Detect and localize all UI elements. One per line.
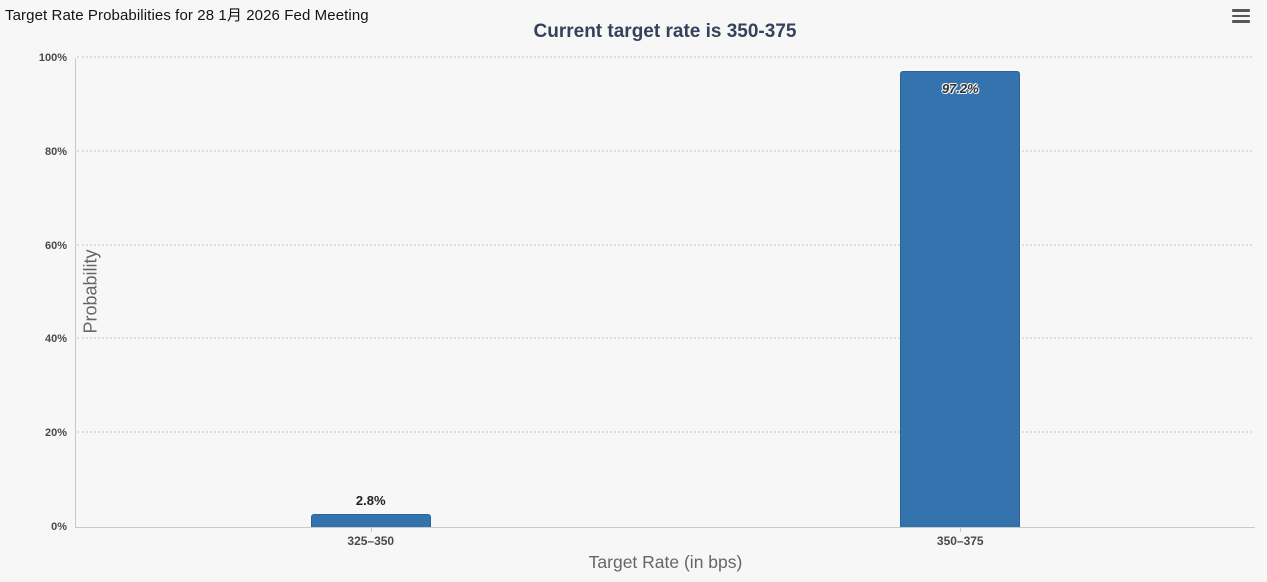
x-tick-label-325–350: 325–350: [347, 534, 395, 548]
gridline-40: [77, 337, 1252, 340]
x-tick-label-350–375: 350–375: [936, 534, 984, 548]
bar-value-label: 97.2%: [941, 81, 979, 97]
y-tick-label: 60%: [44, 239, 67, 252]
bar-350–375[interactable]: [900, 71, 1021, 527]
hamburger-menu-icon[interactable]: [1229, 6, 1253, 26]
gridline-60: [77, 243, 1252, 246]
gridline-100: [77, 56, 1252, 58]
y-tick-label: 20%: [44, 427, 67, 440]
y-tick-label: 80%: [44, 145, 67, 158]
y-tick-label: 0%: [51, 521, 67, 533]
plot-area: Probability Target Rate (in bps) 0% 20% 40…: [39, 52, 1255, 572]
gridline-80: [77, 149, 1252, 152]
y-tick-label: 100%: [38, 52, 67, 64]
bar-value-label: 2.8%: [355, 492, 386, 508]
chart-title: Current target rate is 350-375: [533, 21, 797, 42]
page-title: Target Rate Probabilities for 28 1月 2026…: [5, 7, 369, 24]
gridline-20: [77, 431, 1252, 434]
x-axis-title: Target Rate (in bps): [588, 552, 743, 572]
y-tick-label: 40%: [44, 333, 67, 346]
x-axis-tick: [960, 527, 962, 532]
y-axis-title: Probability: [80, 249, 101, 334]
x-axis-tick: [370, 527, 372, 532]
bar-325–350[interactable]: [310, 513, 431, 527]
